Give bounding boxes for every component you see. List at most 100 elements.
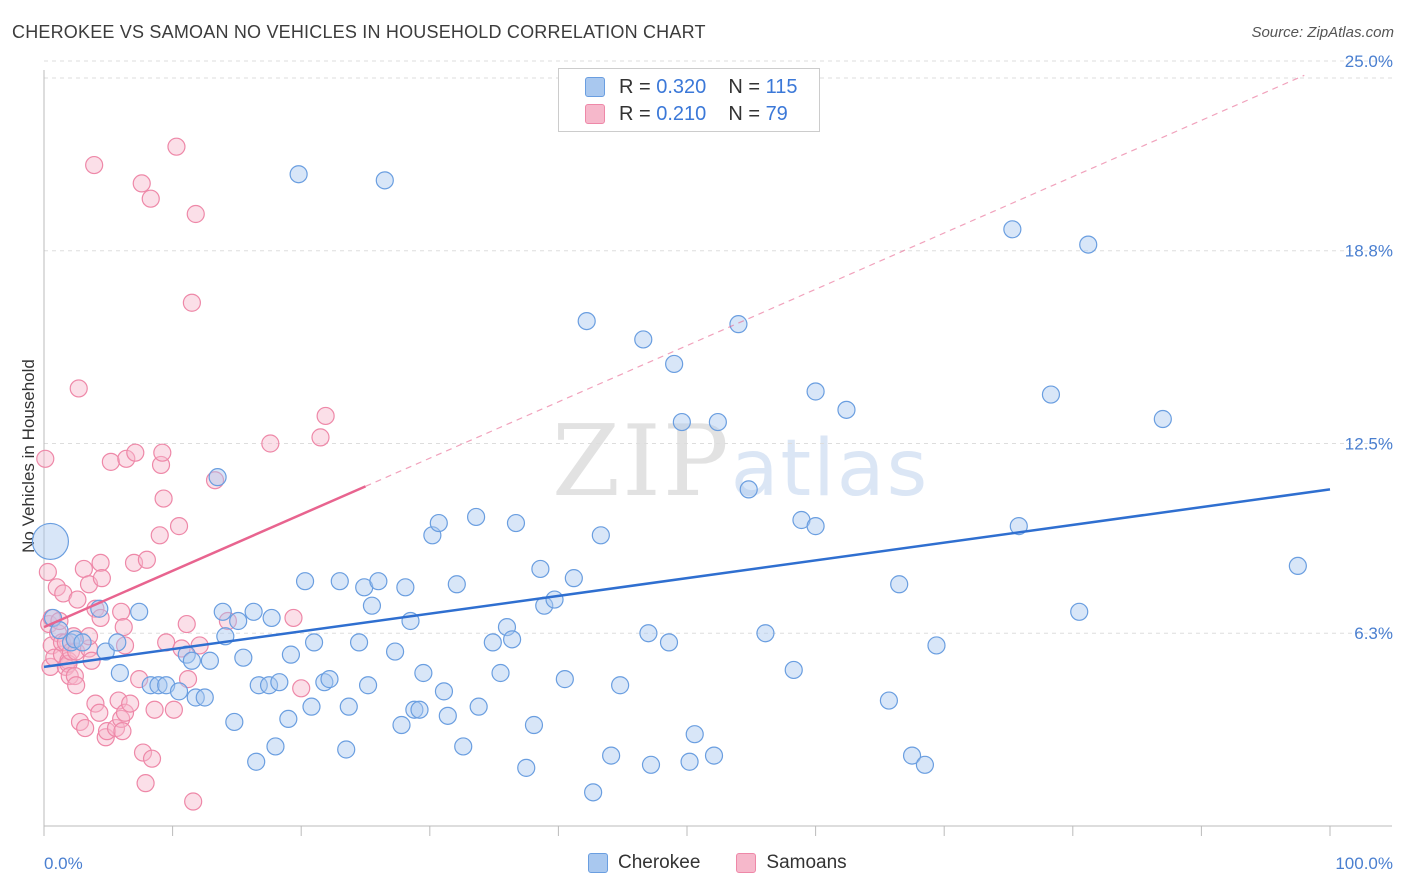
samoan-point <box>169 517 189 536</box>
cherokee-point <box>375 171 394 190</box>
cherokee-point <box>281 645 301 664</box>
cherokee-point <box>879 691 899 710</box>
legend-label-samoan: Samoans <box>766 852 847 873</box>
samoan-point <box>316 406 335 426</box>
samoan-point <box>205 471 225 490</box>
n-label: N = <box>728 75 760 98</box>
cherokee-point <box>349 633 369 652</box>
cherokee-point <box>447 575 466 594</box>
samoan-point <box>184 792 203 811</box>
cherokee-point <box>469 697 488 716</box>
cherokee-point <box>665 354 684 374</box>
samoan-point <box>178 670 198 689</box>
samoan-point <box>133 743 153 762</box>
cherokee-point <box>545 590 564 609</box>
samoan-point <box>177 614 196 634</box>
cherokee-point <box>837 400 856 419</box>
cherokee-point <box>330 572 349 591</box>
cherokee-point <box>405 700 424 719</box>
cherokee-point <box>806 517 825 536</box>
n-label: N = <box>728 102 760 125</box>
cherokee-point <box>1070 602 1089 621</box>
cherokee-point <box>108 633 127 652</box>
cherokee-point <box>73 633 92 652</box>
cherokee-points <box>31 165 1307 802</box>
cherokee-point <box>577 312 596 331</box>
y-axis-label: No Vehicles in Household <box>19 359 38 553</box>
cherokee-point <box>295 572 315 591</box>
samoan-point <box>115 703 135 722</box>
legend-row-cherokee: R = 0.320 N = 115 <box>585 75 797 99</box>
cherokee-point <box>130 602 149 621</box>
samoan-point <box>38 562 57 582</box>
cherokee-point <box>659 633 679 652</box>
cherokee-point <box>531 559 550 579</box>
r-value: 0.320 <box>656 75 707 98</box>
samoan-point <box>96 728 115 747</box>
x-axis-tick-labels: 0.0% 100.0% <box>44 854 1393 873</box>
x-tick-label: 0.0% <box>44 854 83 873</box>
r-value: 0.210 <box>656 102 707 125</box>
cherokee-point <box>466 507 486 527</box>
correlation-legend: R = 0.320 N = 115 R = 0.210 N = 79 <box>558 68 820 132</box>
cherokee-point <box>249 676 268 695</box>
samoan-point <box>65 666 84 686</box>
samoan-point <box>92 569 111 588</box>
samoan-point <box>113 722 132 741</box>
samoan-point <box>114 617 133 637</box>
r-label: R = <box>619 102 651 125</box>
cherokee-point <box>392 715 411 735</box>
n-value: 115 <box>765 75 798 98</box>
samoan-swatch <box>736 853 757 873</box>
samoan-point <box>130 670 149 689</box>
samoan-point <box>67 676 86 695</box>
cherokee-point <box>208 468 227 487</box>
cherokee-point <box>438 706 457 725</box>
source-credit: Source: ZipAtlas.com <box>1251 24 1394 41</box>
samoan-point <box>74 559 93 579</box>
samoan-points <box>36 137 335 811</box>
cherokee-point <box>806 382 825 401</box>
samoan-point <box>154 489 173 508</box>
cherokee-point <box>337 740 356 759</box>
y-axis-tick-labels: 6.3% 12.5% 18.8% 25.0% <box>1345 52 1393 643</box>
samoan-point <box>117 449 136 468</box>
y-tick-label: 25.0% <box>1345 52 1393 71</box>
y-tick-label: 18.8% <box>1345 242 1393 261</box>
samoan-trend-line <box>43 485 367 629</box>
cherokee-point <box>141 676 160 695</box>
samoan-point <box>136 774 155 793</box>
cherokee-point <box>1009 517 1028 536</box>
samoan-point <box>126 443 145 462</box>
cherokee-point <box>756 624 775 643</box>
samoan-point <box>132 174 151 193</box>
samoan-point <box>311 428 330 447</box>
samoan-point <box>150 526 169 545</box>
cherokee-point <box>634 330 653 349</box>
cherokee-point <box>244 602 263 621</box>
samoan-point <box>284 608 303 628</box>
cherokee-point <box>902 746 922 765</box>
cherokee-swatch <box>588 853 608 873</box>
x-axis-ticks <box>43 826 1331 836</box>
cherokee-point <box>358 676 378 695</box>
cherokee-point <box>31 522 70 561</box>
cherokee-point <box>915 755 935 774</box>
cherokee-point <box>517 758 536 777</box>
legend-item-samoan: Samoans <box>736 852 847 874</box>
r-label: R = <box>619 75 651 98</box>
cherokee-point <box>1003 220 1022 239</box>
cherokee-point <box>555 670 574 689</box>
samoan-point <box>167 137 186 156</box>
samoan-point <box>218 611 237 631</box>
samoan-point <box>261 434 280 453</box>
cherokee-point <box>708 412 727 432</box>
cherokee-point <box>279 709 298 729</box>
cherokee-point <box>410 700 429 719</box>
legend-row-samoan: R = 0.210 N = 79 <box>585 102 788 126</box>
samoan-point <box>69 379 88 398</box>
samoan-point <box>76 718 95 738</box>
samoan-point <box>60 666 79 686</box>
cherokee-point <box>483 633 502 652</box>
axes <box>43 70 1392 827</box>
